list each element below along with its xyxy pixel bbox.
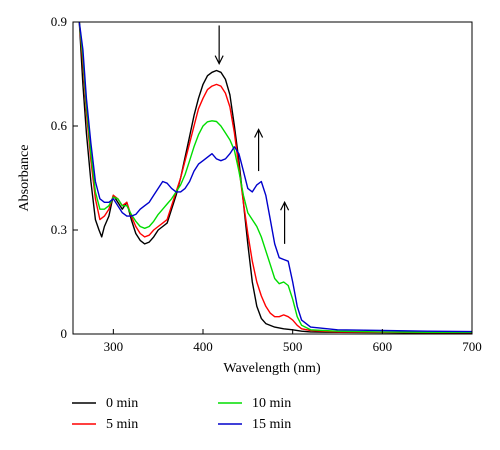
series-line-0	[78, 22, 472, 334]
legend-label-2: 10 min	[252, 396, 291, 411]
plot-frame	[72, 21, 473, 335]
legend-label-1: 5 min	[106, 417, 138, 432]
annotation-arrowhead	[254, 128, 264, 138]
y-tick-label: 0.9	[51, 14, 67, 29]
y-tick-label: 0.3	[51, 222, 67, 237]
series-line-3	[78, 22, 472, 333]
x-tick-label: 600	[373, 339, 393, 354]
x-tick-label: 500	[283, 339, 303, 354]
y-axis-label: Absorbance	[17, 145, 32, 212]
y-tick-label: 0	[61, 326, 68, 341]
annotation-arrowhead	[214, 55, 224, 65]
series-line-1	[78, 22, 472, 334]
annotation-layer	[214, 25, 290, 244]
legend: 0 min 5 min 10 min 15 min	[72, 396, 291, 432]
annotation-arrowhead	[280, 200, 290, 211]
legend-label-0: 0 min	[106, 396, 138, 411]
axes-layer: 300 400 500 600 700 0 0.3 0.6 0.9	[51, 14, 482, 354]
series-line-2	[78, 22, 472, 333]
x-tick-label: 700	[462, 339, 482, 354]
x-tick-label: 300	[104, 339, 124, 354]
legend-label-3: 15 min	[252, 417, 291, 432]
y-tick-label: 0.6	[51, 118, 68, 133]
x-tick-label: 400	[193, 339, 213, 354]
series-layer	[78, 22, 472, 334]
x-axis-label: Wavelength (nm)	[223, 361, 321, 376]
